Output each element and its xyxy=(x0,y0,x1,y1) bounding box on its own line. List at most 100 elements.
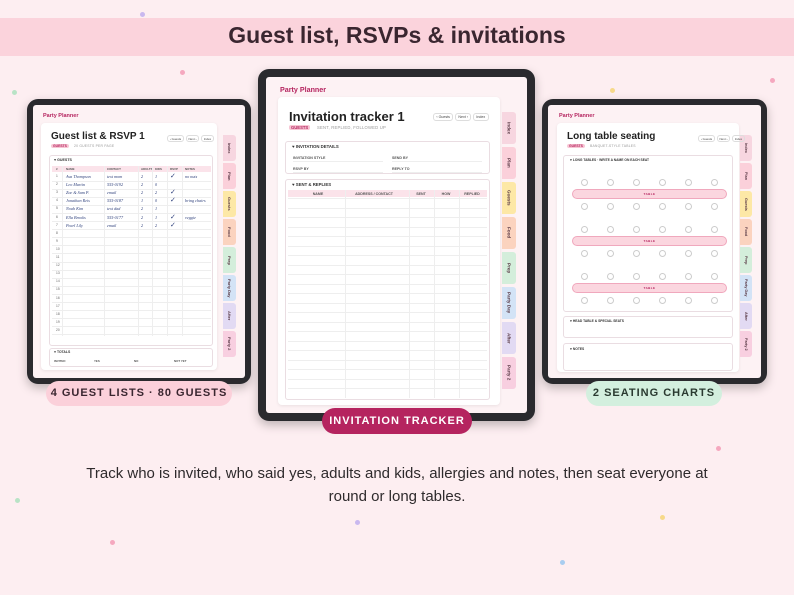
confetti xyxy=(140,12,145,17)
section-box xyxy=(563,316,733,338)
guest-cell: 0 xyxy=(155,182,158,188)
brand: Party Planner xyxy=(559,113,595,119)
seat xyxy=(606,296,614,304)
side-tab: Party Day xyxy=(740,275,752,301)
page-title: Guest list, RSVPs & invitations xyxy=(228,22,566,48)
nav-button[interactable]: Next › xyxy=(186,135,199,142)
row-number: 6 xyxy=(56,214,58,219)
side-tab: Prep xyxy=(223,247,236,273)
side-tab: Food xyxy=(502,217,516,249)
section-box xyxy=(285,179,490,400)
row-line xyxy=(52,310,211,311)
table-label: TABLE xyxy=(643,286,656,290)
page-heading: Guest list & RSVP 1 xyxy=(51,131,145,142)
seat xyxy=(580,296,588,304)
guest-cell: 0 xyxy=(155,198,158,204)
guest-cell: 2 xyxy=(141,190,144,196)
nav-button[interactable]: Index xyxy=(732,135,745,142)
guest-cell: Jonathan Reis xyxy=(66,198,90,204)
side-tab: Prep xyxy=(740,247,752,273)
seat xyxy=(658,202,666,210)
row-line xyxy=(52,253,211,254)
side-tab: Index xyxy=(223,135,236,161)
subtitle: SENT, REPLIED, FOLLOWED UP xyxy=(317,125,386,130)
side-tab: Guests xyxy=(740,191,752,217)
confetti xyxy=(355,520,360,525)
seat xyxy=(580,225,588,233)
row-line xyxy=(288,283,487,284)
row-line xyxy=(288,207,487,208)
guest-cell: Noah Kim xyxy=(66,206,84,212)
nav-button[interactable]: ‹ Guests xyxy=(698,135,715,142)
page-heading: Invitation tracker 1 xyxy=(289,109,405,124)
row-line xyxy=(52,277,211,279)
row-line xyxy=(52,245,211,246)
seat xyxy=(632,178,640,186)
guest-cell: 2 xyxy=(141,174,144,179)
totals-label: INVITED xyxy=(54,359,66,363)
planner-page xyxy=(41,123,217,370)
guest-cell: 1 xyxy=(141,198,144,204)
guest-cell: ✓ xyxy=(170,197,176,205)
nav-button[interactable]: ‹ Guests xyxy=(167,135,184,142)
nav-button[interactable]: Index xyxy=(201,135,214,142)
row-line xyxy=(288,321,487,322)
guest-cell: Ava Thompson xyxy=(66,174,91,179)
guest-cell: text mom xyxy=(107,174,123,179)
column-line xyxy=(104,166,105,336)
row-line xyxy=(288,350,487,351)
section-box xyxy=(49,348,213,367)
table-header xyxy=(288,190,487,197)
section-heading: ♥ SENT & REPLIES xyxy=(292,182,332,187)
column-header: NOTES xyxy=(185,167,195,171)
section-heading: ♥ NOTES xyxy=(570,347,585,351)
row-line xyxy=(52,221,211,222)
row-number: 16 xyxy=(56,295,60,300)
guest-cell: 555-0177 xyxy=(107,214,124,220)
tag: GUESTS xyxy=(289,125,311,130)
brand: Party Planner xyxy=(280,86,327,94)
nav-button[interactable]: Next › xyxy=(717,135,730,142)
guest-cell: 555-0192 xyxy=(107,182,124,188)
guest-cell: Pearl Lily xyxy=(66,222,83,228)
column-line xyxy=(138,166,139,336)
field-line xyxy=(392,161,482,162)
nav-button[interactable]: Next › xyxy=(455,113,471,121)
guest-cell: 2 xyxy=(155,190,158,196)
seat xyxy=(632,225,640,233)
guest-cell: 1 xyxy=(155,206,158,212)
column-line xyxy=(62,166,63,336)
confetti xyxy=(560,560,565,565)
planner-page xyxy=(557,123,739,372)
guest-cell: Leo Martin xyxy=(66,182,85,188)
row-line xyxy=(52,334,211,335)
column-line xyxy=(167,166,168,336)
seat xyxy=(684,202,692,210)
row-number: 8 xyxy=(56,230,58,235)
seat xyxy=(580,202,588,210)
row-number: 2 xyxy=(56,182,58,187)
seat xyxy=(684,272,692,280)
confetti xyxy=(716,446,721,451)
description: Track who is invited, who said yes, adul… xyxy=(86,465,708,505)
field-line xyxy=(293,172,383,173)
column-line xyxy=(152,166,153,336)
totals-label: NO xyxy=(134,359,139,363)
row-line xyxy=(288,378,487,379)
seat xyxy=(580,272,588,280)
side-tab: Prep xyxy=(502,252,516,284)
confetti xyxy=(15,498,20,503)
seat xyxy=(658,296,666,304)
seat xyxy=(710,272,718,280)
detail-label: INVITATION STYLE xyxy=(293,156,326,160)
nav-button[interactable]: Index xyxy=(473,113,489,121)
guest-cell: 2 xyxy=(141,206,144,212)
nav-button[interactable]: ‹ Guests xyxy=(433,113,454,121)
totals-label: NOT YET xyxy=(174,359,187,363)
confetti xyxy=(610,88,615,93)
side-tab: Food xyxy=(740,219,752,245)
seat xyxy=(580,249,588,257)
row-number: 12 xyxy=(56,263,60,268)
table-header xyxy=(52,166,211,172)
guest-cell: 2 xyxy=(155,222,158,228)
